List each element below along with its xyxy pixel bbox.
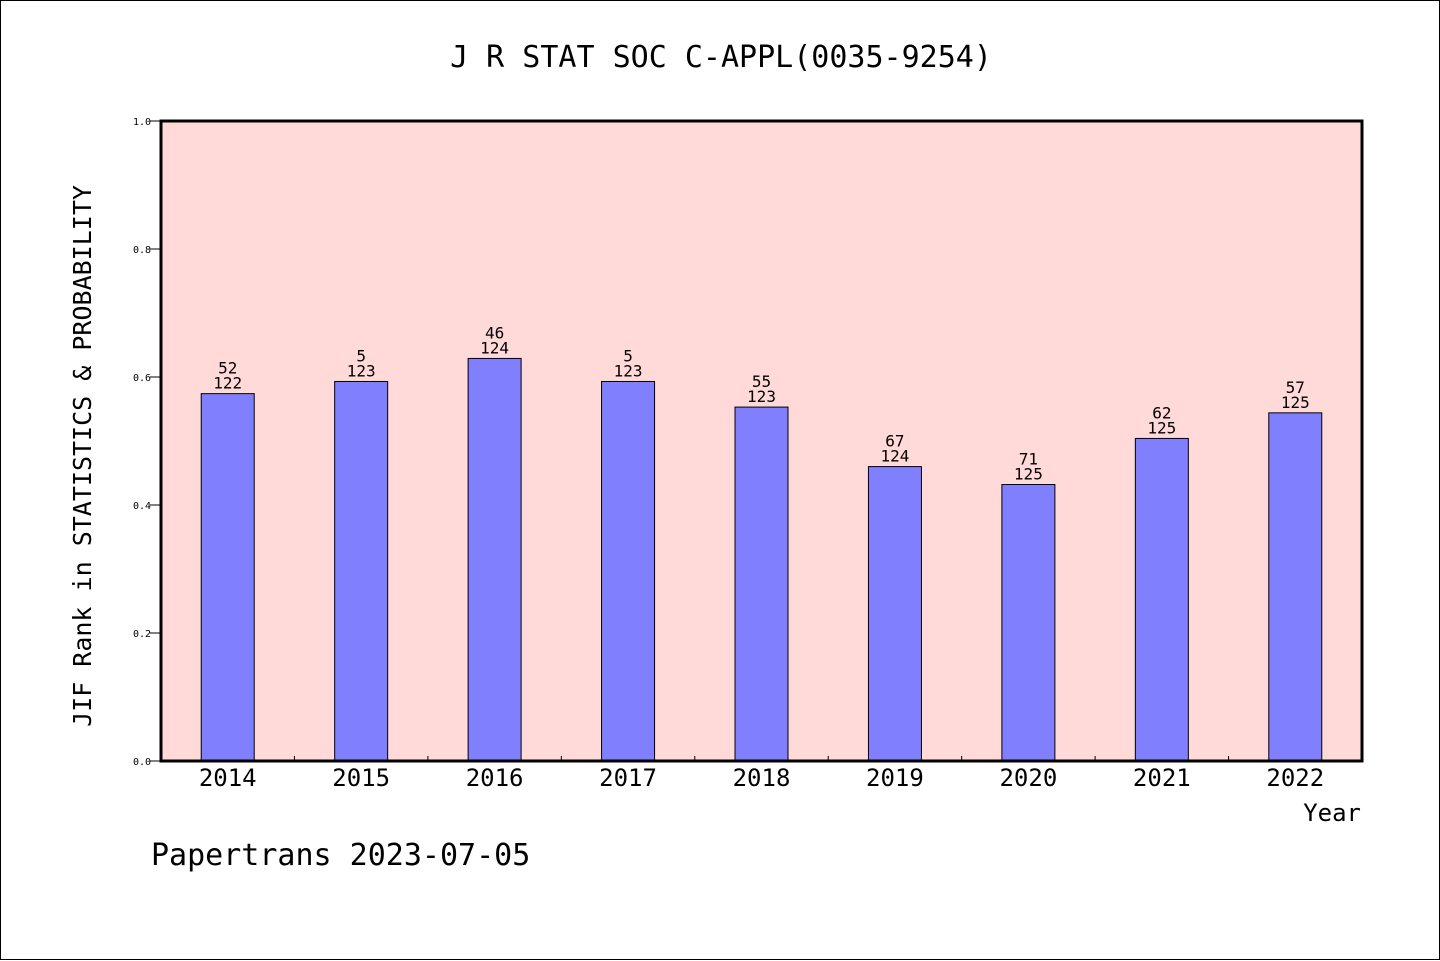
bar-rank-label: 5 — [623, 346, 633, 365]
bar-rank-label: 52 — [218, 359, 237, 378]
y-tick-label: 0.6 — [133, 373, 151, 384]
y-tick-label: 0.0 — [133, 757, 151, 768]
y-tick-label: 0.4 — [133, 501, 151, 512]
bar-2021 — [1134, 437, 1189, 762]
bar-2014 — [200, 393, 255, 762]
bar-2018 — [734, 406, 789, 762]
x-tick-label: 2015 — [332, 764, 390, 792]
bar-2015 — [334, 380, 389, 762]
bar-rank-label: 5 — [356, 346, 366, 365]
bar-total-label: 123 — [614, 361, 643, 380]
bar-total-label: 123 — [747, 387, 776, 406]
x-tick-label: 2021 — [1133, 764, 1191, 792]
bar-rank-label: 71 — [1019, 450, 1038, 469]
bar-rank-label: 55 — [752, 372, 771, 391]
x-tick-label: 2017 — [599, 764, 657, 792]
bar-2016 — [467, 357, 522, 762]
bar-rank-label: 62 — [1152, 403, 1171, 422]
chart-title: J R STAT SOC C-APPL(0035-9254) — [450, 40, 992, 75]
y-tick-label: 1.0 — [133, 117, 151, 128]
x-tick-label: 2018 — [733, 764, 791, 792]
plot-frame — [159, 119, 1364, 763]
bar-total-label: 122 — [213, 374, 242, 393]
y-tick-label: 0.8 — [133, 245, 151, 256]
bar-2019 — [867, 466, 922, 762]
bar-2020 — [1001, 484, 1056, 762]
x-tick-label: 2014 — [199, 764, 257, 792]
bar-total-label: 125 — [1147, 418, 1176, 437]
bar-2022 — [1268, 412, 1323, 762]
x-tick-label: 2019 — [866, 764, 924, 792]
bar-total-label: 124 — [880, 447, 909, 466]
y-tick-label: 0.2 — [133, 629, 151, 640]
y-axis-label: JIF Rank in STATISTICS & PROBABILITY — [68, 185, 97, 727]
bar-total-label: 125 — [1281, 393, 1310, 412]
axis-layer: 0.0 0.2 0.4 0.6 0.8 1.0 2014 2015 2016 2017 2018 20… — [133, 117, 1324, 792]
bar-total-label: 123 — [347, 361, 376, 380]
bar-rank-label: 67 — [885, 432, 904, 451]
x-axis-label: Year — [1303, 799, 1361, 827]
x-tick-label: 2020 — [999, 764, 1057, 792]
bar-rank-label: 57 — [1286, 378, 1305, 397]
x-tick-label: 2022 — [1266, 764, 1324, 792]
bar-total-label: 125 — [1014, 465, 1043, 484]
bars-layer — [200, 357, 1323, 762]
bar-2017 — [601, 380, 656, 762]
x-tick-label: 2016 — [466, 764, 524, 792]
bar-total-label: 124 — [480, 338, 509, 357]
bar-rank-label: 46 — [485, 323, 504, 342]
footer-text: Papertrans 2023-07-05 — [151, 838, 530, 873]
